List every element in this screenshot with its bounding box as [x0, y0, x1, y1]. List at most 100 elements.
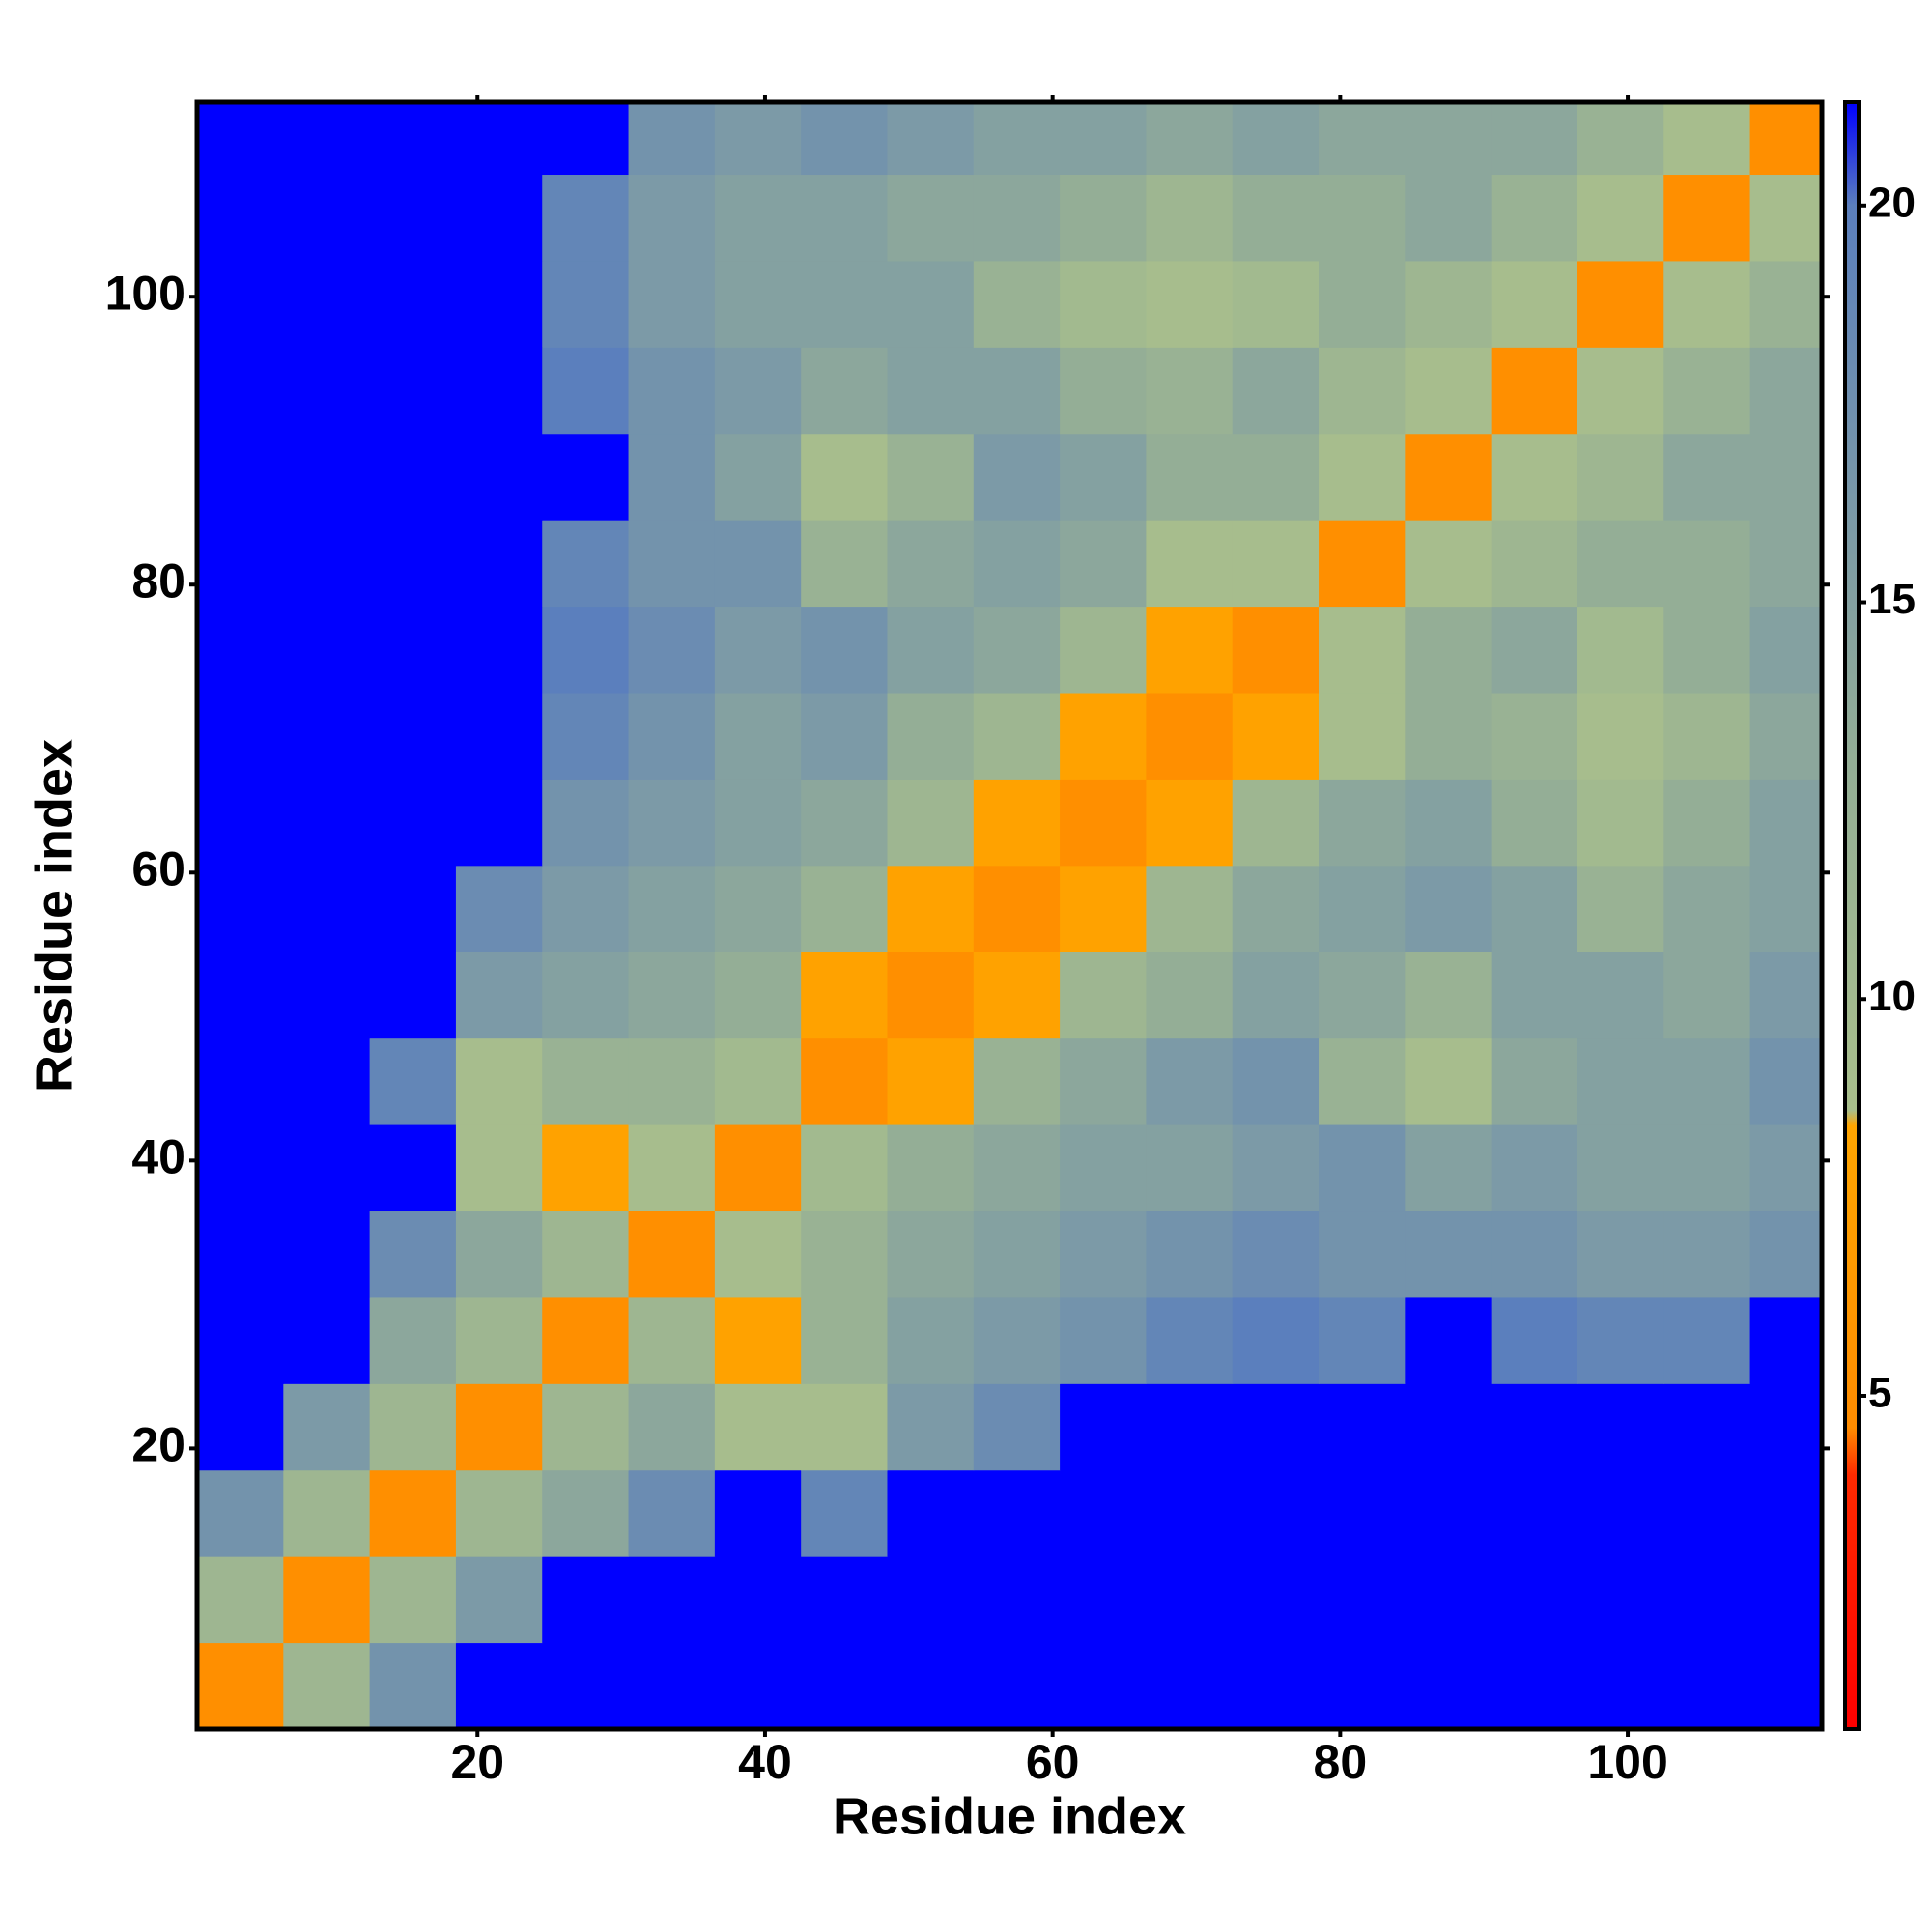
heatmap-cell	[283, 520, 371, 608]
heatmap-cell	[1319, 1124, 1406, 1212]
heatmap-cell	[1232, 174, 1320, 262]
heatmap-cell	[714, 1037, 802, 1125]
heatmap-cell	[1663, 433, 1751, 521]
heatmap-cell	[1405, 102, 1492, 176]
heatmap-cell	[801, 693, 888, 780]
heatmap-cell	[1060, 1556, 1147, 1644]
heatmap-cell	[542, 520, 630, 608]
heatmap-cell	[1232, 1210, 1320, 1298]
heatmap-cell	[887, 1210, 975, 1298]
heatmap-cell	[1577, 433, 1664, 521]
heatmap-cell	[1749, 1642, 1823, 1730]
heatmap-cell	[369, 433, 457, 521]
heatmap-cell	[628, 433, 716, 521]
heatmap-cell	[369, 1124, 457, 1212]
heatmap-cell	[1749, 1556, 1823, 1644]
heatmap-cell	[1146, 347, 1234, 435]
heatmap-cell	[628, 865, 716, 952]
heatmap-cell	[283, 1469, 371, 1557]
heatmap-cell	[714, 347, 802, 435]
heatmap-cell	[714, 606, 802, 694]
heatmap-cell	[455, 102, 543, 176]
heatmap-cell	[455, 433, 543, 521]
heatmap-cell	[1663, 520, 1751, 608]
heatmap-cell	[1146, 693, 1234, 780]
heatmap-cell	[973, 1469, 1061, 1557]
heatmap-cell	[283, 260, 371, 348]
heatmap-cell	[1663, 1556, 1751, 1644]
heatmap-cell	[1491, 1296, 1578, 1384]
heatmap-cell	[1749, 174, 1823, 262]
heatmap-cell	[1319, 1210, 1406, 1298]
heatmap-cell	[887, 1383, 975, 1471]
y-tick-label: 40	[131, 1130, 185, 1184]
heatmap-cell	[369, 1642, 457, 1730]
heatmap-cell	[1146, 952, 1234, 1039]
heatmap-cell	[887, 1642, 975, 1730]
heatmap-cell	[887, 1296, 975, 1384]
colorbar	[1843, 100, 1861, 1731]
heatmap-cell	[369, 347, 457, 435]
heatmap-cell	[1232, 1556, 1320, 1644]
heatmap-cell	[369, 174, 457, 262]
heatmap-cell	[973, 865, 1061, 952]
heatmap-cell	[369, 1469, 457, 1557]
heatmap-cell	[1060, 1210, 1147, 1298]
heatmap-cell	[455, 347, 543, 435]
heatmap-cell	[197, 1296, 284, 1384]
heatmap-cell	[283, 1210, 371, 1298]
heatmap-cell	[1491, 952, 1578, 1039]
heatmap-cell	[1749, 865, 1823, 952]
heatmap-cell	[542, 1210, 630, 1298]
heatmap-cell	[887, 1124, 975, 1212]
heatmap-cell	[1405, 693, 1492, 780]
heatmap-cell	[542, 1556, 630, 1644]
heatmap-cell	[369, 260, 457, 348]
heatmap-cell	[1146, 606, 1234, 694]
heatmap-cell	[542, 1383, 630, 1471]
heatmap-cell	[1146, 174, 1234, 262]
heatmap-cell	[1060, 606, 1147, 694]
heatmap-cell	[973, 606, 1061, 694]
heatmap-cell	[801, 347, 888, 435]
heatmap-cell	[369, 952, 457, 1039]
heatmap-cell	[714, 1556, 802, 1644]
heatmap-cell	[369, 693, 457, 780]
heatmap-cell	[283, 693, 371, 780]
heatmap-cell	[1663, 1124, 1751, 1212]
heatmap-cell	[455, 1556, 543, 1644]
heatmap-cell	[542, 779, 630, 867]
heatmap-cell	[542, 102, 630, 176]
heatmap-cell	[1577, 1383, 1664, 1471]
heatmap-cell	[801, 102, 888, 176]
heatmap-cell	[1663, 1642, 1751, 1730]
heatmap-cell	[1060, 865, 1147, 952]
heatmap-cell	[1232, 260, 1320, 348]
x-tick-label: 80	[1314, 1735, 1368, 1789]
heatmap-cell	[1405, 952, 1492, 1039]
heatmap-cell	[542, 1296, 630, 1384]
heatmap-cell	[714, 1124, 802, 1212]
heatmap-cell	[887, 693, 975, 780]
heatmap-cell	[1663, 1037, 1751, 1125]
heatmap-cell	[1749, 1469, 1823, 1557]
heatmap-cell	[1663, 260, 1751, 348]
x-tick-label: 100	[1587, 1735, 1667, 1789]
heatmap-cell	[628, 260, 716, 348]
heatmap-cell	[1060, 779, 1147, 867]
y-tick-label: 60	[131, 841, 185, 895]
heatmap-cell	[369, 606, 457, 694]
heatmap-cell	[1146, 433, 1234, 521]
heatmap-cell	[1577, 174, 1664, 262]
heatmap-cell	[455, 693, 543, 780]
heatmap-cell	[1232, 606, 1320, 694]
heatmap-cell	[1060, 1296, 1147, 1384]
heatmap-cell	[1232, 347, 1320, 435]
heatmap-cell	[1232, 520, 1320, 608]
heatmap-cell	[369, 1556, 457, 1644]
colorbar-tick-label: 10	[1868, 973, 1916, 1020]
heatmap-cell	[1749, 433, 1823, 521]
heatmap-cell	[283, 1383, 371, 1471]
x-tick-label: 60	[1026, 1735, 1080, 1789]
heatmap-cell	[714, 520, 802, 608]
